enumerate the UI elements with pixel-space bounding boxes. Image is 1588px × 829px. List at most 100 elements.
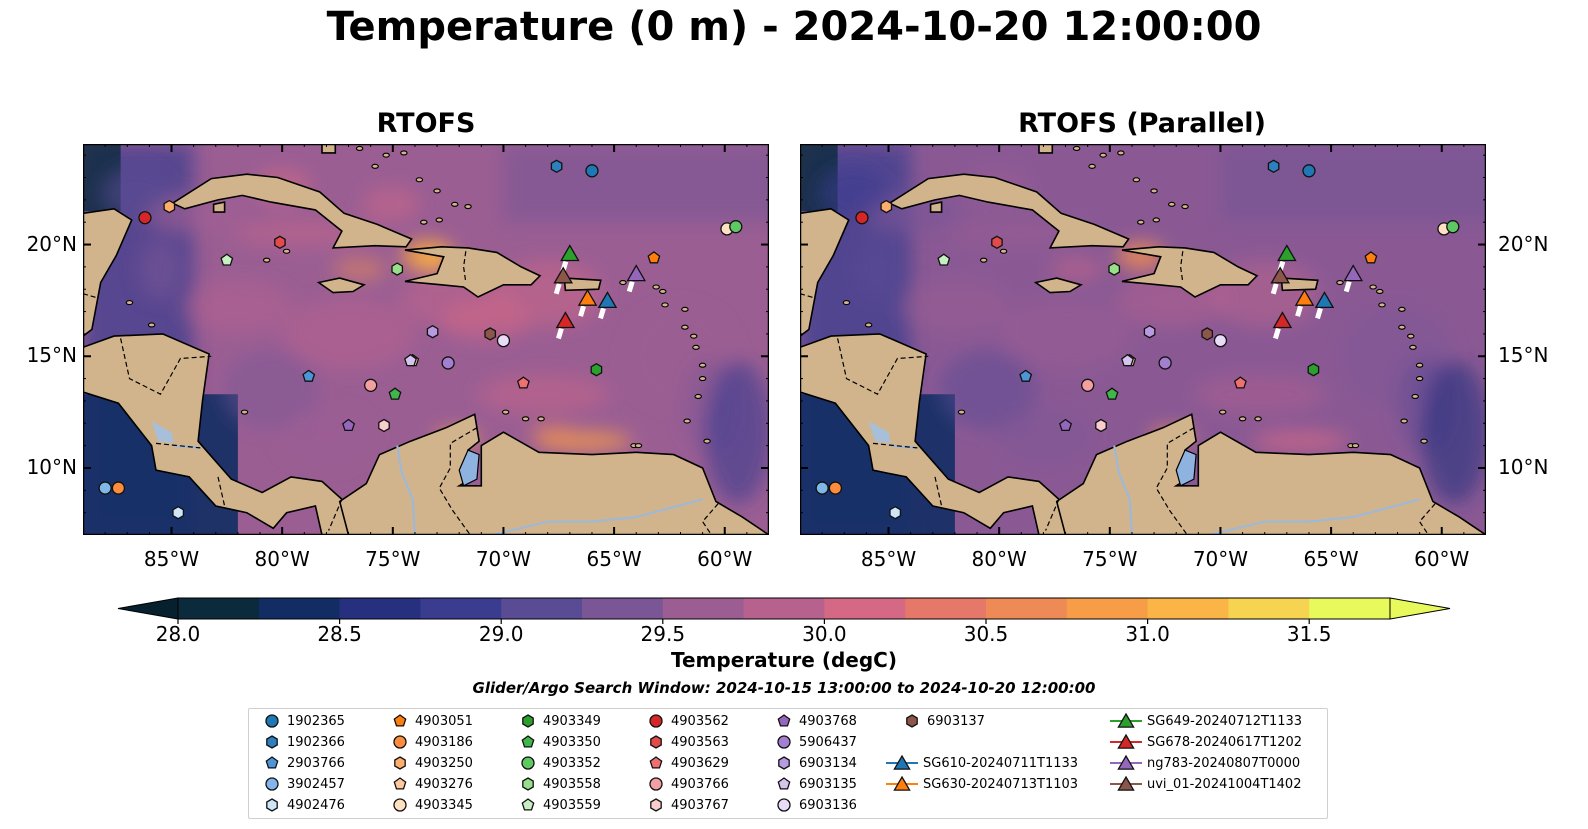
marker-5906437 (1158, 356, 1172, 370)
circle-marker-icon (649, 777, 663, 791)
marker-4902476 (889, 505, 902, 520)
small-island (652, 284, 660, 290)
search-window-caption: Glider/Argo Search Window: 2024-10-15 13… (472, 679, 1096, 697)
figure-title: Temperature (0 m) - 2024-10-20 12:00:00 (326, 4, 1262, 50)
land-south-america (1055, 413, 1486, 535)
y-tick-label: 10°N (26, 454, 77, 479)
observation-markers (98, 159, 743, 520)
marker-6903137 (1201, 327, 1214, 341)
triangle-marker-icon (1110, 754, 1142, 770)
circle-marker-icon (777, 735, 791, 749)
map-content-rtofs (83, 144, 769, 535)
small-island (957, 409, 966, 415)
country-border (1418, 503, 1436, 535)
small-island (1168, 201, 1176, 207)
legend-label: 4903349 (543, 713, 601, 729)
legend-label: 4903767 (671, 797, 729, 813)
legend-item: 4903562 (645, 711, 729, 731)
legend-label: 4902476 (287, 797, 345, 813)
marker-6903136 (1213, 333, 1228, 348)
circle-marker-icon (265, 714, 279, 728)
legend-label: 4903350 (543, 734, 601, 750)
pentagon-marker-icon (649, 756, 663, 769)
small-island (681, 306, 689, 312)
y-tick-label: 15°N (1498, 343, 1549, 368)
triangle-marker-icon (1110, 775, 1142, 791)
legend-label: 6903136 (799, 797, 857, 813)
temperature-colorbar (117, 597, 1451, 624)
small-island (864, 322, 873, 328)
legend-label: 1902366 (287, 734, 345, 750)
small-island (681, 324, 689, 330)
hexagon-marker-icon (906, 714, 918, 728)
small-island (282, 248, 291, 254)
marker-6903135 (1121, 353, 1134, 367)
marker-4903350 (1105, 387, 1119, 400)
colorbar-segment (824, 598, 906, 619)
legend-label: uvi_01-20241004T1402 (1147, 776, 1302, 792)
legend-item: 4903276 (389, 774, 473, 794)
hexagon-marker-icon (266, 735, 278, 749)
marker-4903250 (880, 199, 893, 214)
marker-6903135 (404, 353, 417, 367)
small-island (842, 300, 851, 306)
colorbar-over-arrow (1389, 597, 1451, 620)
marker-sg678-20240617t1202 (555, 311, 576, 329)
land-south-america (338, 413, 769, 535)
legend-label: 6903137 (927, 713, 985, 729)
legend-item: 4903559 (517, 795, 601, 815)
y-tick-label: 10°N (1498, 454, 1549, 479)
panel-title-rtofs: RTOFS (376, 108, 476, 139)
small-island (661, 302, 669, 308)
hexagon-marker-icon (266, 798, 278, 812)
small-island (1117, 150, 1125, 156)
legend-label: 4903768 (799, 713, 857, 729)
small-island (1420, 438, 1428, 444)
marker-4903563 (991, 235, 1003, 250)
marker-sg649-20240712t1133 (560, 244, 580, 262)
marker-sg610-20240711t1133 (1314, 291, 1335, 309)
triangle-marker-icon (1110, 712, 1142, 728)
marker-4903766 (364, 378, 378, 392)
colorbar-segment (339, 598, 421, 619)
y-tick-label: 15°N (26, 343, 77, 368)
legend-item: 4903766 (645, 774, 729, 794)
country-border (934, 476, 943, 507)
legend-item: 4903629 (645, 753, 729, 773)
colorbar-segment (1309, 598, 1391, 619)
land-jamaica (1033, 277, 1083, 294)
small-island (451, 201, 459, 207)
marker-6903134 (426, 324, 439, 339)
country-border (800, 293, 816, 299)
small-island (262, 257, 271, 263)
observation-markers (815, 159, 1460, 520)
small-island (690, 333, 698, 339)
colorbar-tick-label: 31.5 (1286, 622, 1332, 646)
legend-item: uvi_01-20241004T1402 (1109, 774, 1301, 794)
colorbar-tick-label: 28.5 (317, 622, 362, 646)
marker-4903349 (590, 362, 603, 377)
small-island (1137, 219, 1145, 225)
small-island (537, 416, 545, 422)
small-island (433, 188, 441, 194)
marker-4903629 (1233, 376, 1247, 389)
small-island (382, 152, 390, 158)
marker-4903563 (274, 235, 286, 250)
marker-4903352 (1446, 220, 1460, 234)
colorbar-label: Temperature (degC) (671, 648, 897, 672)
triangle-marker-icon (886, 775, 918, 791)
marker-1902366 (550, 159, 563, 174)
legend-item: 6903134 (773, 753, 857, 773)
country-border (120, 338, 212, 395)
x-tick-label: 85°W (143, 547, 200, 571)
marker-uvi_01-20241004t1402 (1270, 266, 1291, 284)
small-island (400, 150, 408, 156)
small-island (147, 322, 156, 328)
small-island (1336, 279, 1344, 286)
land-hispaniola (1121, 245, 1259, 298)
legend-label: SG610-20240711T1133 (923, 755, 1079, 771)
marker-4903766 (1081, 378, 1095, 392)
small-island (125, 300, 134, 306)
lake-maracaibo (1175, 449, 1197, 487)
colorbar-segment (1147, 598, 1229, 619)
